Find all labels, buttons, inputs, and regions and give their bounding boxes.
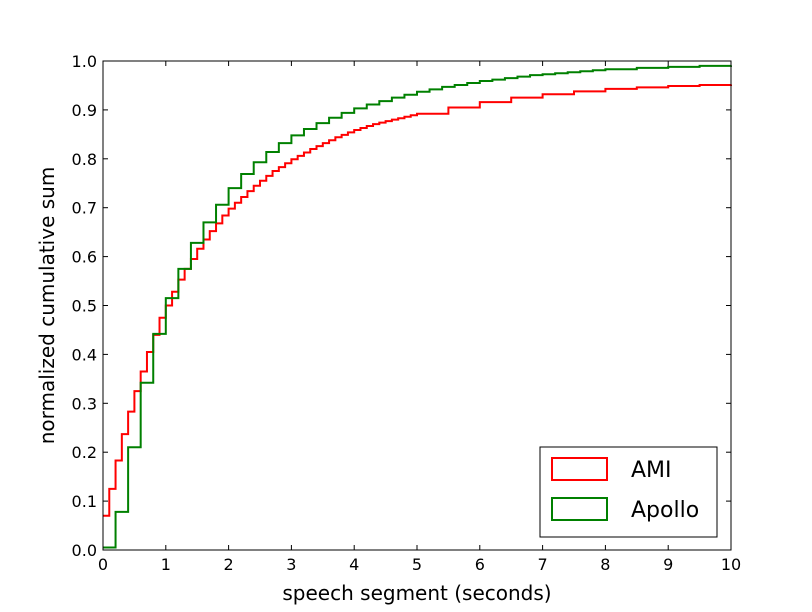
ticks-layer: 0 1 2 3 4 5 6 7 8 9 10 0.0 0.1 0.2 0.3 0.4 0.5 0.6 0.7 0.8 0…: [72, 52, 742, 574]
x-tick-label: 5: [412, 555, 422, 574]
x-tick-label: 8: [600, 555, 610, 574]
x-tick-label: 9: [663, 555, 673, 574]
y-tick-label: 0.7: [72, 199, 97, 218]
y-tick-label: 0.0: [72, 541, 97, 560]
y-tick-label: 0.1: [72, 492, 97, 511]
legend: AMI Apollo: [539, 446, 718, 538]
series-layer: [103, 64, 732, 549]
y-tick-label: 0.4: [72, 345, 97, 364]
y-tick-label: 0.2: [72, 443, 97, 462]
x-tick-label: 0: [98, 555, 108, 574]
x-tick-label: 7: [538, 555, 548, 574]
y-tick-label: 0.6: [72, 248, 97, 267]
y-tick-label: 0.3: [72, 394, 97, 413]
legend-swatch-apollo: [551, 497, 608, 521]
x-tick-label: 10: [721, 555, 741, 574]
x-tick-label: 1: [161, 555, 171, 574]
x-tick-label: 4: [349, 555, 359, 574]
series-line-apollo: [103, 64, 732, 549]
x-tick-label: 2: [224, 555, 234, 574]
legend-frame: [539, 446, 718, 538]
legend-swatch-ami: [551, 457, 608, 481]
y-axis-label: normalized cumulative sum: [35, 167, 59, 445]
x-tick-label: 3: [286, 555, 296, 574]
y-tick-label: 1.0: [72, 52, 97, 71]
x-tick-label: 6: [475, 555, 485, 574]
x-axis-label: speech segment (seconds): [282, 581, 551, 605]
legend-label-ami: AMI: [631, 458, 672, 483]
y-tick-label: 0.5: [72, 297, 97, 316]
legend-label-apollo: Apollo: [631, 498, 699, 523]
y-tick-label: 0.8: [72, 150, 97, 169]
y-tick-label: 0.9: [72, 101, 97, 120]
